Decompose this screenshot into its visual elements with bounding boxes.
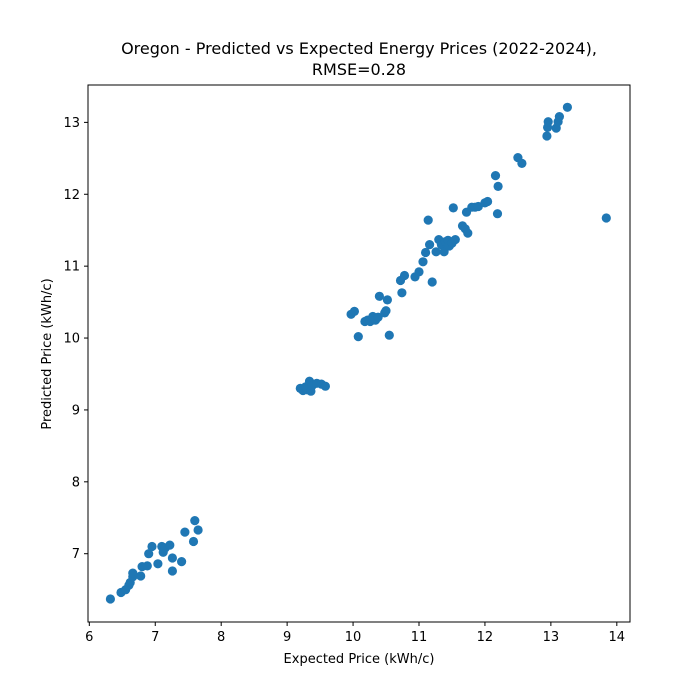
data-point-45 [381, 306, 391, 316]
y-tick-label: 13 [63, 116, 80, 131]
y-tick-label: 8 [72, 475, 80, 490]
data-point-54 [421, 247, 431, 258]
data-point-84 [543, 117, 553, 127]
data-point-43 [374, 291, 384, 301]
data-point-6 [128, 568, 138, 578]
y-axis-ticks: 7 8 9 10 11 12 13 [63, 116, 88, 562]
x-axis-label: Expected Price (kWh/c) [284, 652, 435, 667]
chart-title: Oregon - Predicted vs Expected Energy Pr… [0, 38, 700, 80]
data-point-16 [165, 540, 175, 550]
data-point-81 [517, 158, 527, 168]
data-point-52 [414, 267, 424, 277]
y-tick-label: 11 [63, 260, 80, 275]
data-point-47 [384, 330, 394, 340]
data-point-50 [399, 270, 410, 281]
data-point-46 [382, 295, 392, 305]
data-point-33 [320, 381, 330, 391]
x-tick-label: 13 [543, 630, 560, 645]
data-point-18 [167, 553, 177, 563]
data-point-0 [105, 594, 115, 604]
x-tick-label: 7 [151, 630, 159, 645]
data-point-42 [373, 312, 383, 322]
data-point-77 [490, 171, 501, 181]
data-point-58 [431, 247, 441, 257]
data-point-19 [177, 557, 187, 567]
data-point-82 [542, 131, 552, 141]
data-points [105, 102, 611, 604]
x-axis-ticks: 6 7 8 9 10 11 12 13 14 [85, 622, 625, 645]
y-tick-label: 12 [63, 188, 80, 203]
x-tick-label: 6 [85, 630, 93, 645]
data-point-11 [147, 541, 157, 552]
data-point-9 [142, 561, 152, 571]
x-tick-label: 12 [477, 630, 494, 645]
data-point-71 [463, 228, 473, 238]
data-point-55 [423, 215, 433, 225]
data-point-79 [493, 181, 503, 191]
data-point-67 [450, 235, 460, 245]
x-tick-label: 9 [283, 630, 291, 645]
data-point-20 [180, 527, 190, 537]
data-point-36 [353, 332, 363, 342]
data-point-21 [188, 536, 199, 547]
data-point-23 [193, 525, 203, 535]
data-point-88 [562, 102, 573, 112]
data-point-53 [418, 257, 428, 267]
y-tick-label: 7 [72, 547, 80, 562]
data-point-76 [483, 196, 493, 207]
y-tick-label: 10 [63, 332, 80, 347]
x-tick-label: 11 [411, 630, 428, 645]
data-point-22 [190, 516, 200, 526]
data-point-56 [425, 240, 435, 250]
chart-title-line-1: Oregon - Predicted vs Expected Energy Pr… [121, 39, 597, 58]
data-point-89 [601, 213, 611, 223]
data-point-35 [349, 306, 359, 316]
y-axis-label: Predicted Price (kWh/c) [40, 278, 55, 429]
data-point-78 [492, 209, 503, 219]
data-point-49 [397, 288, 407, 298]
chart-title-line-2: RMSE=0.28 [311, 60, 407, 79]
plot-area-frame [87, 84, 631, 623]
y-tick-label: 9 [72, 403, 80, 418]
data-point-87 [554, 112, 565, 122]
data-point-17 [167, 566, 177, 576]
data-point-12 [153, 559, 163, 569]
x-tick-label: 10 [345, 630, 362, 645]
data-point-57 [427, 277, 437, 287]
data-point-66 [448, 203, 458, 213]
data-point-7 [136, 571, 146, 581]
x-tick-label: 8 [217, 630, 225, 645]
data-point-10 [144, 549, 154, 559]
x-tick-label: 14 [609, 630, 626, 645]
